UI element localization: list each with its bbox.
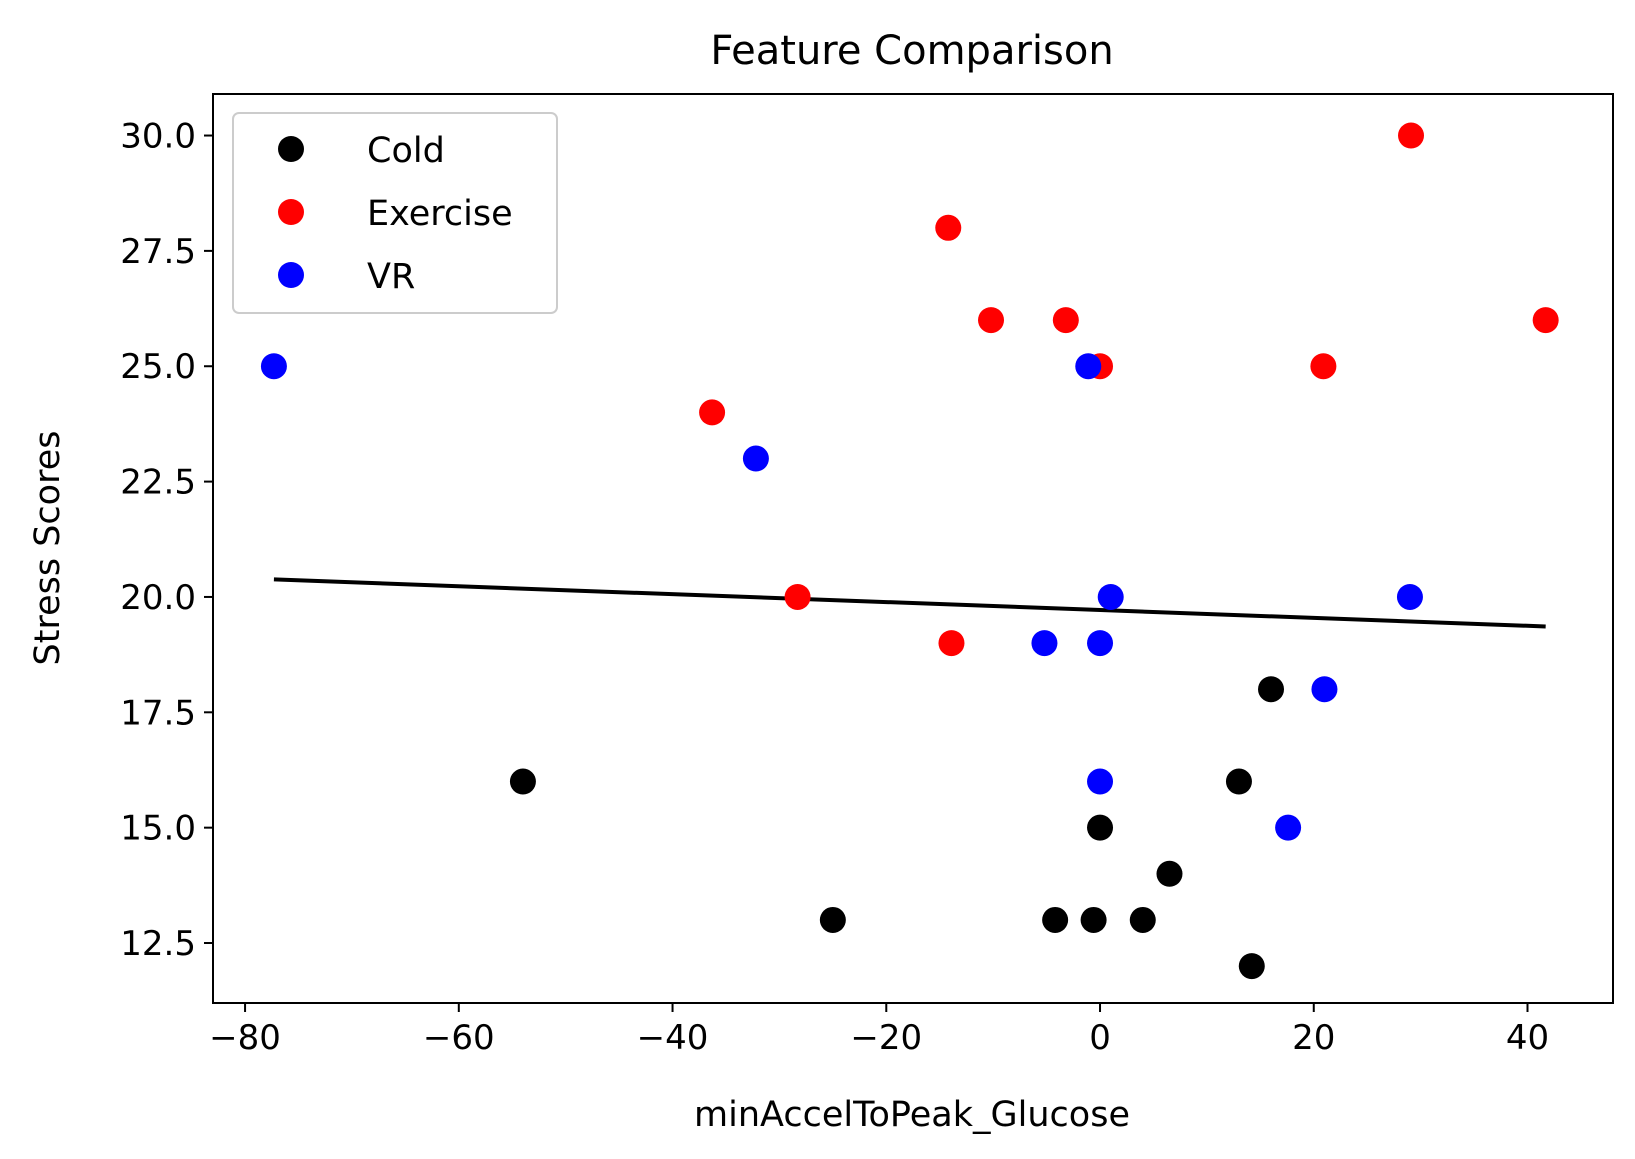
x-tick-label: −20 — [850, 1018, 922, 1058]
legend: Cold Exercise VR — [232, 112, 558, 314]
y-axis-label: Stress Scores — [28, 431, 68, 666]
legend-marker-vr — [278, 262, 304, 288]
legend-box — [232, 112, 558, 314]
x-tick-label: −60 — [423, 1018, 495, 1058]
point-cold-1 — [819, 906, 846, 933]
point-exercise-0 — [699, 399, 726, 426]
x-axis-ticks: −80 −60 −40 −20 0 20 40 — [209, 1003, 1549, 1058]
point-vr-3 — [1075, 353, 1102, 380]
legend-marker-cold — [278, 136, 304, 162]
point-exercise-1 — [784, 583, 811, 610]
point-vr-5 — [1087, 768, 1114, 795]
point-cold-8 — [1258, 676, 1285, 703]
plot-area — [260, 122, 1559, 980]
point-vr-9 — [1396, 583, 1423, 610]
y-axis-ticks: 12.5 15.0 17.5 20.0 22.5 25.0 27.5 30.0 — [120, 117, 213, 964]
point-exercise-9 — [1532, 307, 1559, 334]
x-tick-label: −40 — [637, 1018, 709, 1058]
x-axis-label: minAccelToPeak_Glucose — [694, 1095, 1130, 1135]
x-tick-label: 40 — [1506, 1018, 1549, 1058]
point-vr-0 — [260, 353, 287, 380]
legend-marker-exercise — [278, 199, 304, 225]
point-vr-4 — [1087, 630, 1114, 657]
y-tick-label: 20.0 — [120, 578, 196, 618]
trendline — [273, 577, 1546, 629]
chart-title: Feature Comparison — [710, 28, 1113, 74]
point-cold-7 — [1225, 768, 1252, 795]
point-cold-3 — [1080, 906, 1107, 933]
legend-label-cold: Cold — [367, 131, 445, 171]
y-tick-label: 15.0 — [120, 809, 196, 849]
legend-label-exercise: Exercise — [367, 194, 513, 234]
point-vr-6 — [1097, 583, 1124, 610]
point-exercise-8 — [1398, 122, 1425, 149]
point-exercise-3 — [938, 630, 965, 657]
point-cold-6 — [1156, 860, 1183, 887]
y-tick-label: 17.5 — [120, 693, 196, 733]
y-tick-label: 27.5 — [120, 232, 196, 272]
x-tick-label: −80 — [209, 1018, 281, 1058]
point-exercise-4 — [978, 307, 1005, 334]
point-vr-1 — [742, 445, 769, 472]
x-tick-label: 20 — [1292, 1018, 1335, 1058]
y-tick-label: 12.5 — [120, 924, 196, 964]
point-cold-2 — [1042, 906, 1069, 933]
y-tick-label: 25.0 — [120, 347, 196, 387]
y-tick-label: 30.0 — [120, 117, 196, 157]
point-exercise-7 — [1310, 353, 1337, 380]
point-vr-2 — [1031, 630, 1058, 657]
axes-frame — [212, 93, 1614, 1004]
point-cold-5 — [1129, 906, 1156, 933]
point-exercise-5 — [1052, 307, 1079, 334]
y-tick-label: 22.5 — [120, 463, 196, 503]
point-cold-4 — [1087, 814, 1114, 841]
point-cold-0 — [509, 768, 536, 795]
point-vr-7 — [1275, 814, 1302, 841]
legend-label-vr: VR — [367, 257, 415, 297]
point-exercise-2 — [935, 214, 962, 241]
x-tick-label: 0 — [1089, 1018, 1111, 1058]
point-vr-8 — [1311, 676, 1338, 703]
point-cold-9 — [1238, 953, 1265, 980]
